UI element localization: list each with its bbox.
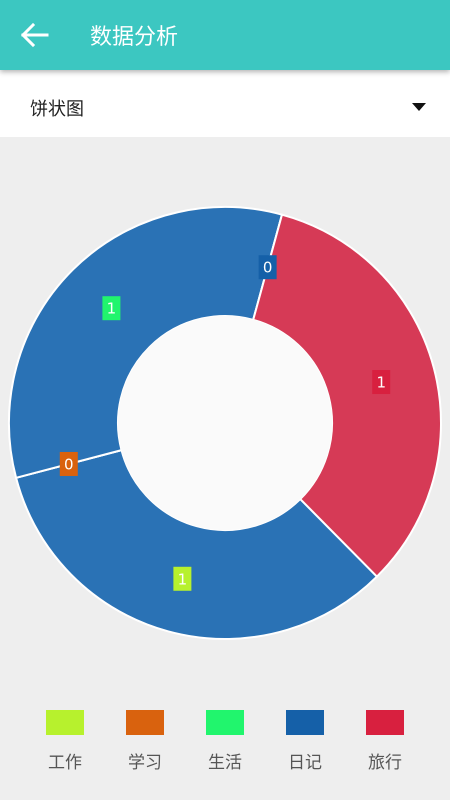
dropdown-arrow [412, 103, 426, 111]
legend-swatch [366, 710, 404, 735]
value-label-box [372, 370, 391, 395]
value-label: 0 [263, 259, 273, 277]
value-label-box [59, 451, 78, 476]
donut-hole [118, 316, 332, 530]
value-label-box [258, 255, 277, 280]
value-label: 1 [376, 374, 386, 392]
value-label: 1 [178, 570, 188, 588]
value-label-box [102, 296, 121, 321]
screen-title: 数据分析 [90, 25, 179, 50]
legend-swatch [46, 710, 84, 735]
chart-type-dropdown[interactable]: 饼状图 [0, 70, 450, 137]
chart: 1 0 1 0 1 工作 学习 生活 日记 旅行 [8, 206, 442, 773]
legend-label: 学习 [128, 753, 162, 773]
legend-label: 旅行 [368, 753, 402, 773]
value-label: 1 [107, 300, 117, 318]
legend-swatch [286, 710, 324, 735]
app-bar: 数据分析 [0, 0, 450, 70]
legend-swatch [206, 710, 244, 735]
value-label-box [173, 566, 192, 591]
dropdown-label: 饼状图 [30, 99, 84, 120]
back-button[interactable] [15, 15, 55, 55]
value-label: 0 [64, 455, 74, 473]
legend-swatch [126, 710, 164, 735]
legend-label: 日记 [288, 753, 322, 773]
legend-label: 生活 [208, 753, 242, 773]
legend-label: 工作 [48, 753, 82, 773]
